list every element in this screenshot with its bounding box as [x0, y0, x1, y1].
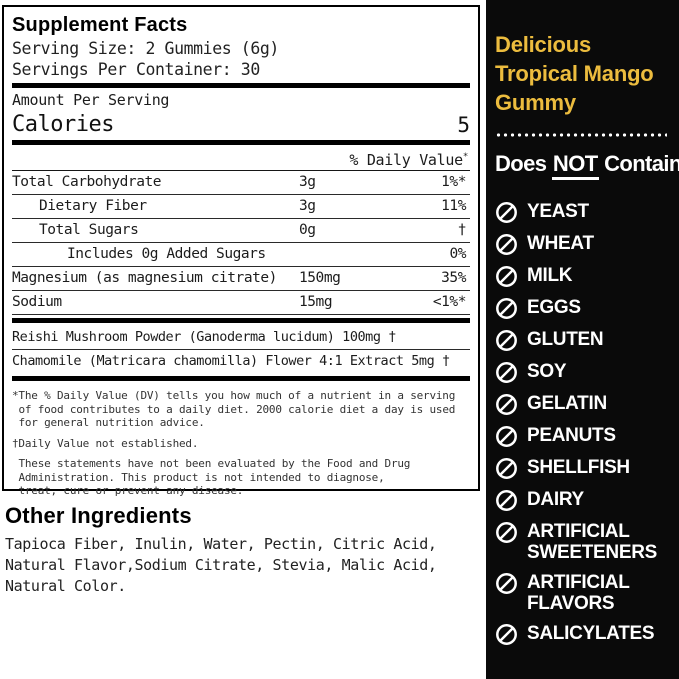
footnote-daily-value: *The % Daily Value (DV) tells you how mu…: [12, 389, 456, 429]
list-item: GELATIN: [495, 393, 675, 416]
nutrient-amount: 150mg: [299, 270, 341, 286]
heading-suffix: Contain: [598, 151, 679, 176]
nutrient-amount: [299, 244, 394, 265]
allergen-label: GELATIN: [527, 393, 607, 414]
allergen-label: DAIRY: [527, 489, 584, 510]
nutrient-dv: 11%: [441, 198, 466, 214]
nutrient-dv: <1%*: [432, 294, 467, 310]
table-row: Total Sugars 0g †: [12, 219, 470, 243]
servings-per-container: Servings Per Container: 30: [12, 60, 260, 79]
no-symbol-icon: [496, 573, 517, 594]
serving-size: Serving Size: 2 Gummies (6g): [12, 39, 279, 58]
no-symbol-icon: [496, 234, 517, 255]
nutrient-dv: †: [457, 222, 467, 238]
no-symbol-icon: [496, 330, 517, 351]
list-item: SHELLFISH: [495, 457, 675, 480]
allergen-label: MILK: [527, 265, 573, 286]
allergen-label: ARTIFICIAL SWEETENERS: [527, 521, 658, 563]
calories-value: 5: [457, 113, 470, 137]
other-ingredients-section: Other Ingredients Tapioca Fiber, Inulin,…: [5, 502, 477, 597]
no-symbol-icon: [496, 624, 517, 645]
nutrient-name: Includes 0g Added Sugars: [67, 246, 266, 262]
allergen-label: ARTIFICIAL FLAVORS: [527, 572, 630, 614]
list-item: GLUTEN: [495, 329, 675, 352]
thick-divider: [12, 318, 470, 323]
allergen-label: SALICYLATES: [527, 623, 655, 644]
thick-divider: [12, 376, 470, 381]
no-symbol-icon: [496, 426, 517, 447]
thick-divider: [12, 140, 470, 145]
nutrient-name: Magnesium (as magnesium citrate): [12, 270, 277, 286]
dotted-divider: [495, 133, 667, 137]
botanical-row: Reishi Mushroom Powder (Ganoderma lucidu…: [12, 329, 396, 345]
footnote-not-established: †Daily Value not established.: [12, 436, 199, 450]
does-not-contain-panel: Delicious Tropical Mango Gummy Does NOT …: [486, 0, 679, 679]
table-row: Sodium 15mg <1%*: [12, 291, 470, 315]
table-row: Magnesium (as magnesium citrate) 150mg 3…: [12, 267, 470, 291]
product-flavor-line: Gummy: [495, 90, 576, 115]
daily-value-header: % Daily Value*: [12, 148, 470, 171]
nutrient-dv: 1%*: [441, 174, 466, 190]
other-ingredients-text: Tapioca Fiber, Inulin, Water, Pectin, Ci…: [5, 535, 437, 595]
nutrient-dv: 0%: [449, 246, 466, 262]
calories-label: Calories: [12, 112, 114, 137]
list-item: YEAST: [495, 201, 675, 224]
nutrient-amount: 15mg: [299, 294, 333, 310]
table-row: Includes 0g Added Sugars 0%: [12, 243, 470, 267]
nutrient-amount: 3g: [299, 174, 316, 190]
no-symbol-icon: [496, 394, 517, 415]
amount-per-serving-label: Amount Per Serving: [12, 91, 170, 109]
heading-emphasis: NOT: [551, 151, 599, 180]
allergen-label: SHELLFISH: [527, 457, 630, 478]
allergen-list: YEAST WHEAT MILK EGGS GLUTEN SOY GELATIN: [495, 201, 675, 646]
supplement-facts-panel: Supplement Facts Serving Size: 2 Gummies…: [2, 5, 480, 497]
no-symbol-icon: [496, 522, 517, 543]
list-item: MILK: [495, 265, 675, 288]
no-symbol-icon: [496, 362, 517, 383]
heading-prefix: Does: [495, 151, 552, 176]
does-not-contain-heading: Does NOT Contain: [495, 151, 679, 180]
table-row: Total Carbohydrate 3g 1%*: [12, 171, 470, 195]
nutrient-name: Dietary Fiber: [39, 198, 147, 214]
allergen-label: YEAST: [527, 201, 589, 222]
nutrient-amount: 3g: [299, 198, 316, 214]
botanical-row: Chamomile (Matricara chamomilla) Flower …: [12, 349, 470, 373]
nutrient-amount: 0g: [299, 222, 316, 238]
nutrient-dv: 35%: [441, 270, 466, 286]
list-item: EGGS: [495, 297, 675, 320]
calories-row: Calories 5: [12, 110, 470, 137]
list-item: ARTIFICIAL FLAVORS: [495, 572, 675, 614]
nutrient-name: Sodium: [12, 294, 62, 310]
other-ingredients-title: Other Ingredients: [5, 503, 192, 528]
product-flavor-title: Delicious Tropical Mango Gummy: [495, 30, 675, 117]
allergen-label: GLUTEN: [527, 329, 604, 350]
no-symbol-icon: [496, 266, 517, 287]
list-item: SOY: [495, 361, 675, 384]
no-symbol-icon: [496, 490, 517, 511]
no-symbol-icon: [496, 202, 517, 223]
product-flavor-line: Tropical Mango: [495, 61, 654, 86]
footnotes: *The % Daily Value (DV) tells you how mu…: [12, 384, 470, 498]
allergen-label: WHEAT: [527, 233, 594, 254]
product-flavor-line: Delicious: [495, 32, 592, 57]
no-symbol-icon: [496, 458, 517, 479]
nutrient-name: Total Carbohydrate: [12, 174, 162, 190]
daily-value-header-mark: *: [462, 152, 468, 162]
no-symbol-icon: [496, 298, 517, 319]
allergen-label: EGGS: [527, 297, 581, 318]
list-item: PEANUTS: [495, 425, 675, 448]
list-item: ARTIFICIAL SWEETENERS: [495, 521, 675, 563]
supplement-facts-title: Supplement Facts: [12, 14, 188, 36]
list-item: DAIRY: [495, 489, 675, 512]
table-row: Dietary Fiber 3g 11%: [12, 195, 470, 219]
allergen-label: SOY: [527, 361, 567, 382]
allergen-label: PEANUTS: [527, 425, 616, 446]
thick-divider: [12, 83, 470, 88]
list-item: WHEAT: [495, 233, 675, 256]
list-item: SALICYLATES: [495, 623, 675, 646]
nutrient-name: Total Sugars: [39, 222, 139, 238]
daily-value-header-text: % Daily Value: [349, 151, 463, 169]
footnote-fda-disclaimer: These statements have not been evaluated…: [18, 457, 411, 497]
